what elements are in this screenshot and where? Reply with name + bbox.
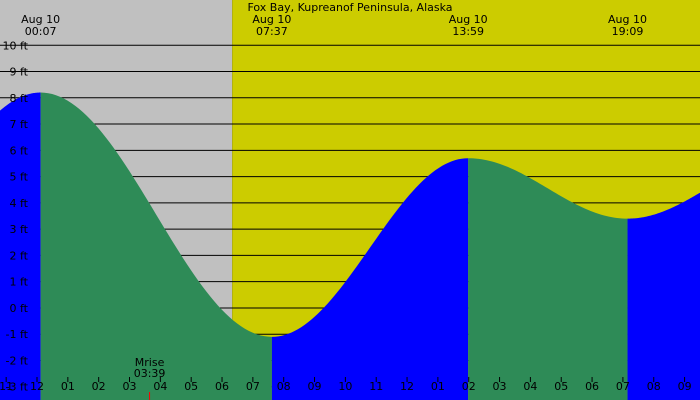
y-axis: 10 ft 9 ft 8 ft 7 ft 6 ft 5 ft 4 ft 3 ft 2 ft 1 f…: [3, 39, 29, 393]
y-tick-label: -2 ft: [6, 354, 29, 367]
tide-event-date: Aug 10: [608, 13, 647, 26]
y-tick-label: 4 ft: [10, 197, 29, 210]
tide-event-date: Aug 10: [252, 13, 291, 26]
x-tick-label: 07: [246, 380, 260, 393]
x-tick-label: 01: [431, 380, 445, 393]
x-tick-label: 12: [400, 380, 414, 393]
tide-event-time: 00:07: [25, 25, 57, 38]
x-tick-label: 07: [616, 380, 630, 393]
x-tick-label: 06: [585, 380, 599, 393]
tide-event-time: 07:37: [256, 25, 288, 38]
chart-title: Fox Bay, Kupreanof Peninsula, Alaska: [247, 1, 452, 14]
y-tick-label: 5 ft: [10, 171, 29, 184]
x-tick-label: 10: [338, 380, 352, 393]
y-tick-label: -3 ft: [6, 381, 29, 394]
y-tick-label: 2 ft: [10, 249, 29, 262]
moonrise-time: 03:39: [134, 367, 166, 380]
x-tick-label: 02: [92, 380, 106, 393]
x-tick-label: 11: [369, 380, 383, 393]
y-tick-label: 3 ft: [10, 223, 29, 236]
x-tick-label: 03: [493, 380, 507, 393]
rising-tide-segment: [0, 92, 41, 400]
y-tick-label: 1 ft: [10, 276, 29, 289]
y-tick-label: 10 ft: [3, 39, 29, 52]
x-tick-label: 08: [647, 380, 661, 393]
x-tick-label: 06: [215, 380, 229, 393]
y-tick-label: 0 ft: [10, 302, 29, 315]
y-tick-label: 6 ft: [10, 144, 29, 157]
x-tick-label: 12: [30, 380, 44, 393]
rising-tide-segment: [271, 158, 469, 400]
y-tick-label: -1 ft: [6, 328, 29, 341]
tide-event-date: Aug 10: [21, 13, 60, 26]
x-axis: 11 12 01 02 03 04 05 06 07 08 09 10 11 12 01 02 03 04 05 06…: [0, 377, 692, 393]
y-tick-label: 8 ft: [10, 92, 29, 105]
falling-tide-segment: [40, 92, 272, 400]
x-tick-label: 09: [678, 380, 692, 393]
x-tick-label: 04: [523, 380, 537, 393]
x-tick-label: 09: [308, 380, 322, 393]
x-tick-label: 05: [184, 380, 198, 393]
y-tick-label: 7 ft: [10, 118, 29, 131]
moonrise-label: Mrise: [135, 356, 165, 369]
x-tick-label: 01: [61, 380, 75, 393]
y-tick-label: 9 ft: [10, 66, 29, 79]
tide-event-time: 19:09: [612, 25, 644, 38]
x-tick-label: 08: [277, 380, 291, 393]
x-tick-label: 05: [554, 380, 568, 393]
falling-tide-segment: [468, 158, 628, 400]
x-tick-label: 03: [123, 380, 137, 393]
x-tick-label: 04: [153, 380, 167, 393]
tide-event-date: Aug 10: [449, 13, 488, 26]
x-tick-label: 02: [462, 380, 476, 393]
rising-tide-segment: [627, 192, 700, 400]
tide-curve: [0, 92, 700, 400]
tide-event-time: 13:59: [452, 25, 484, 38]
x-tick-label: 11: [0, 380, 13, 393]
